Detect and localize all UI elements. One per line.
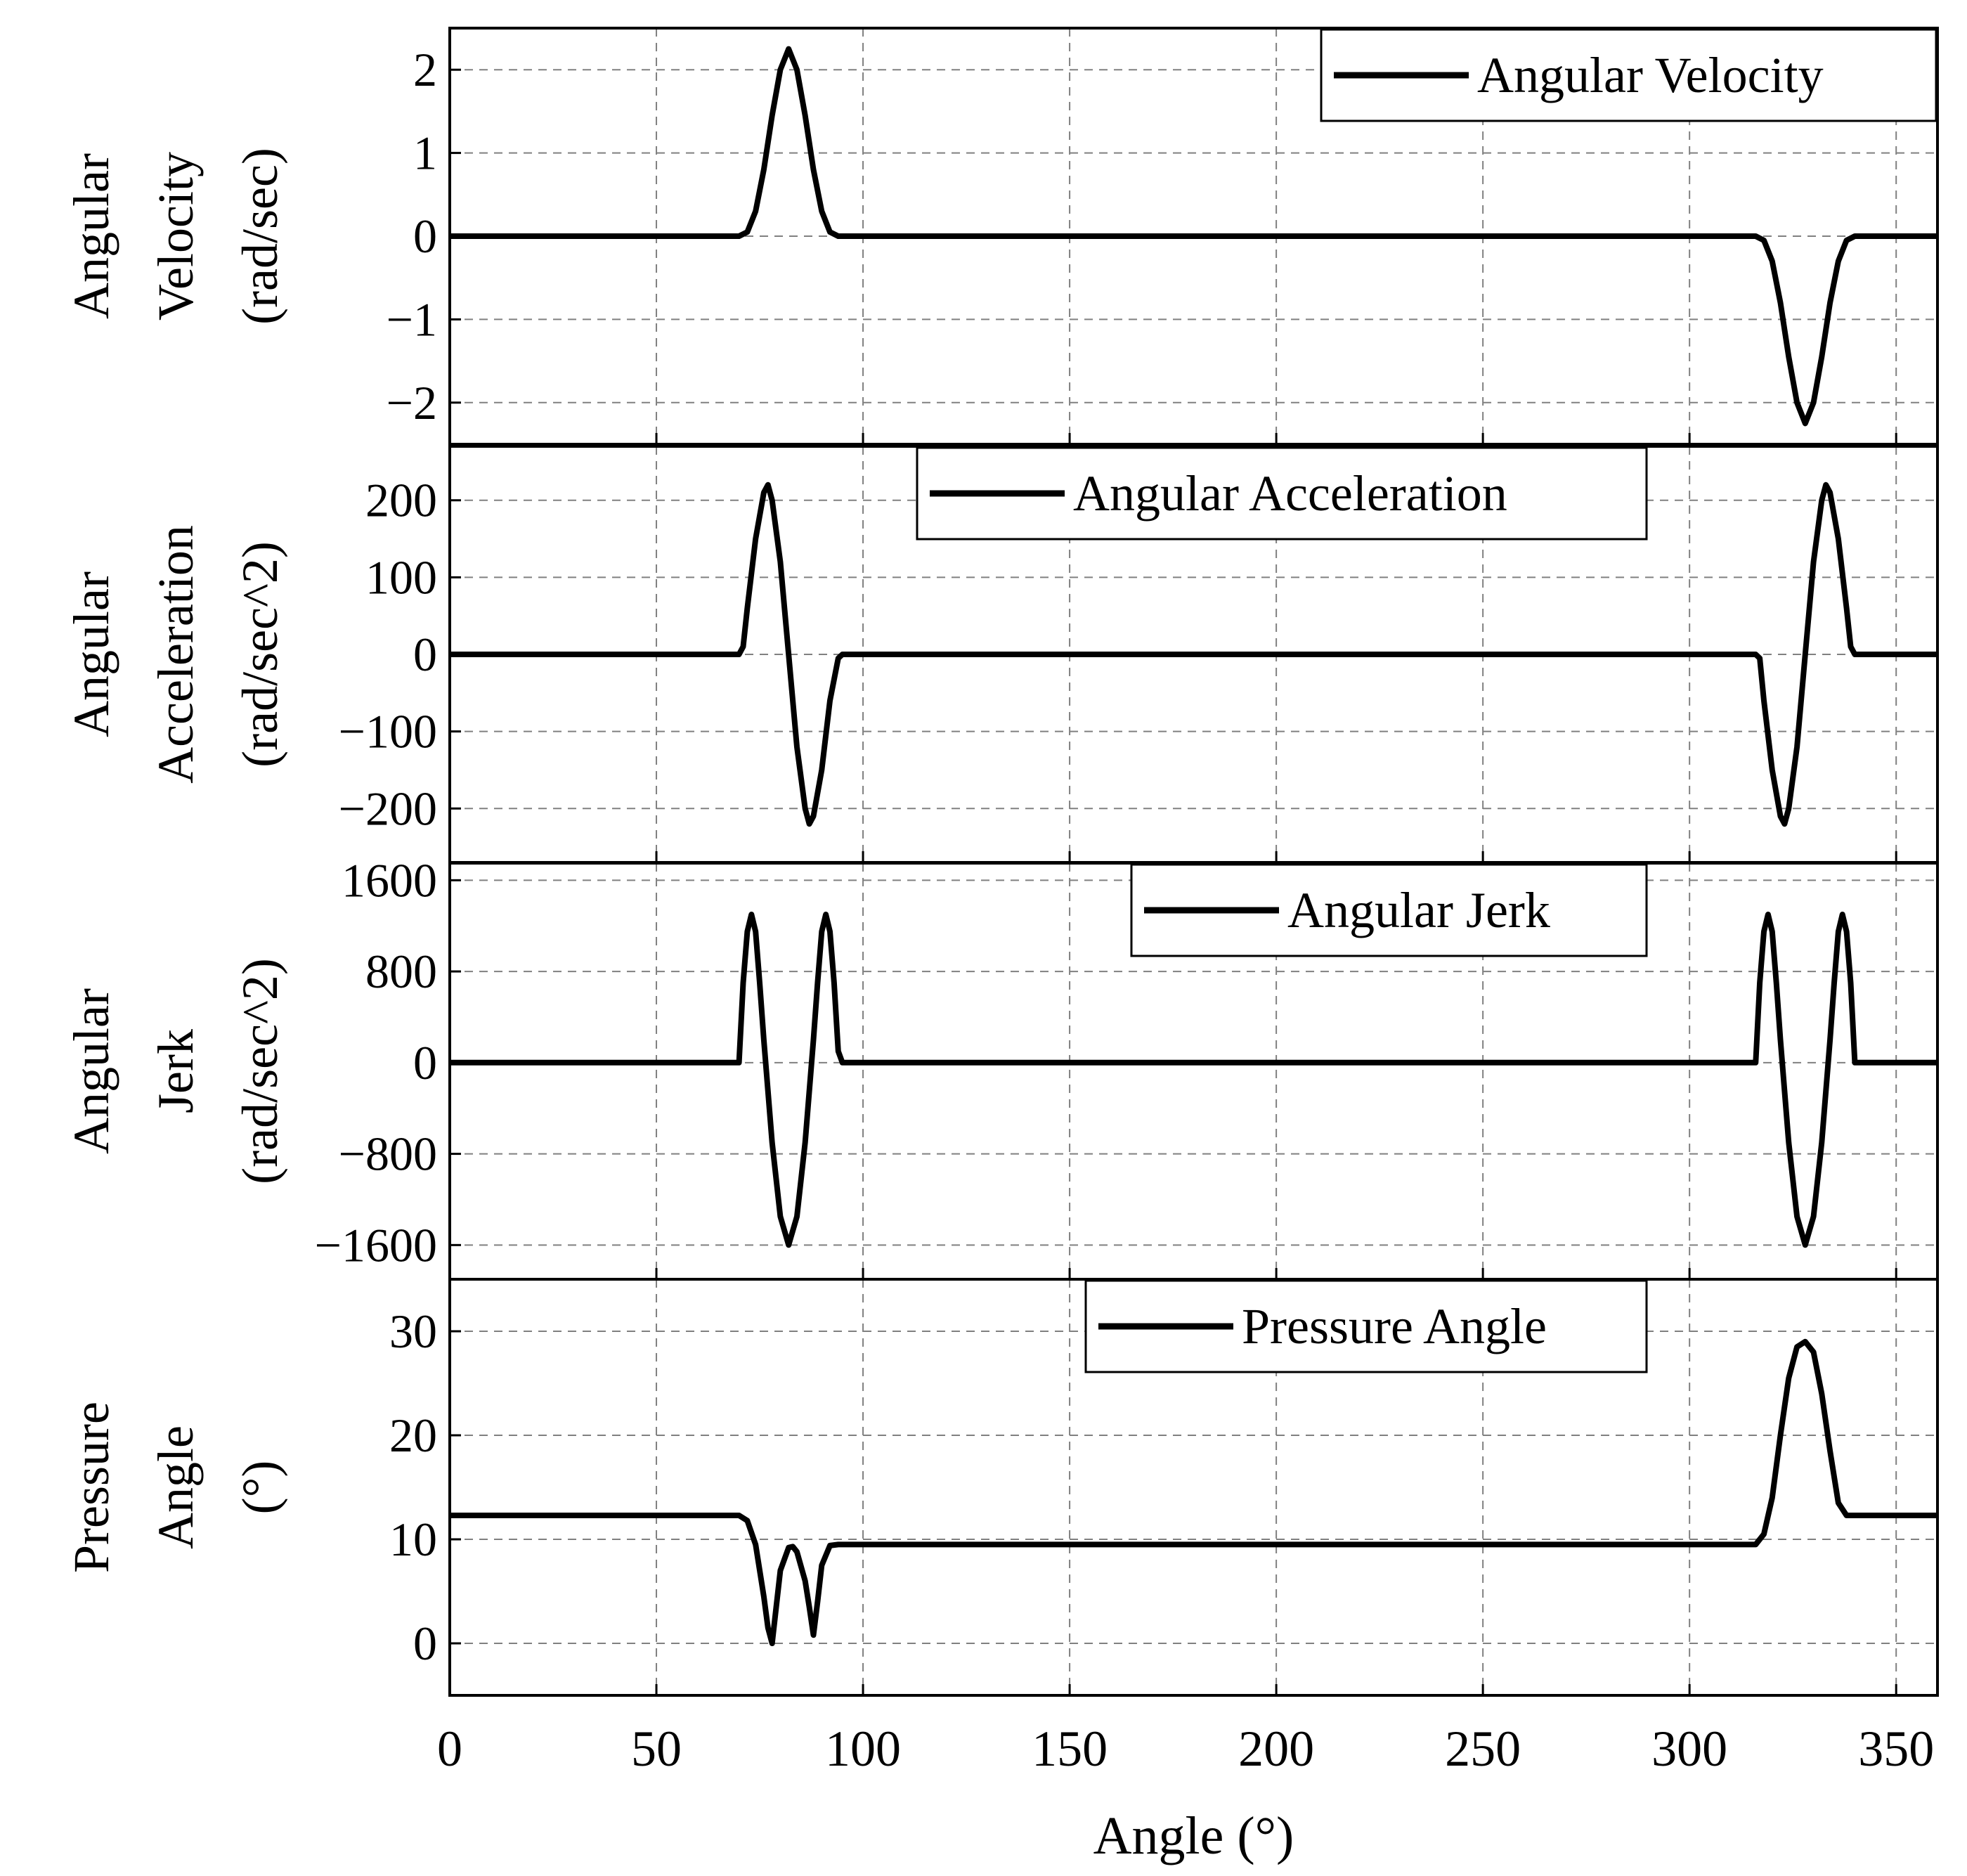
panel-frame [448, 27, 1939, 446]
panel-angular-velocity: −2 −1 0 1 2 Angular Velocity Angular Velocity (r… [63, 27, 1939, 446]
x-axis: 0 50 100 150 200 250 300 350 Angle (°) [437, 1721, 1934, 1865]
panel-angular-acceleration: −200 −100 0 100 200 Angular Acceleration Angul… [63, 445, 1939, 864]
x-tick-label: 50 [631, 1721, 682, 1777]
legend-label: Angular Jerk [1287, 882, 1550, 938]
y-axis-label: (rad/sec^2) [232, 958, 288, 1184]
legend-angular-acceleration: Angular Acceleration [916, 446, 1648, 541]
x-tick-label: 350 [1858, 1721, 1934, 1777]
y-tick-label: 100 [365, 550, 437, 604]
y-tick-label: 1600 [342, 853, 437, 907]
y-tick-label: 200 [365, 474, 437, 527]
y-tick-label: 0 [413, 209, 437, 263]
y-axis-label: Pressure [63, 1402, 119, 1573]
y-axis-label: Acceleration [148, 525, 204, 784]
series-line-angular-jerk [450, 912, 1937, 1248]
y-axis-label: Velocity [148, 152, 204, 321]
y-axis-label: Angular [63, 153, 119, 319]
panel-frame [448, 1278, 1939, 1697]
y-axis-label: (rad/sec) [232, 148, 288, 325]
x-tick-label: 150 [1032, 1721, 1108, 1777]
panel-angular-jerk: −1600 −800 0 800 1600 Angular Jerk Angular Jerk… [63, 853, 1939, 1281]
y-tick-label: 2 [413, 43, 437, 96]
y-tick-label: 0 [413, 1617, 437, 1670]
y-axis-label: Angular [63, 571, 119, 737]
y-tick-label: −1600 [315, 1218, 437, 1272]
y-tick-label: 10 [389, 1513, 437, 1566]
y-axis-label: Angle [148, 1425, 204, 1549]
legend-angular-velocity: Angular Velocity [1320, 28, 1937, 122]
x-axis-label: Angle (°) [1093, 1806, 1294, 1865]
y-tick-label: −200 [339, 782, 437, 835]
y-tick-label: −800 [339, 1127, 437, 1181]
x-tick-label: 200 [1238, 1721, 1314, 1777]
y-tick-label: −1 [387, 292, 437, 346]
y-axis-label: Jerk [148, 1029, 204, 1113]
y-tick-label: 1 [413, 127, 437, 180]
legend-label: Pressure Angle [1242, 1298, 1547, 1354]
y-tick-label: 30 [389, 1305, 437, 1358]
y-axis-label: (rad/sec^2) [232, 541, 288, 768]
y-tick-label: −2 [387, 376, 437, 429]
legend-angular-jerk: Angular Jerk [1130, 863, 1648, 957]
legend-box [1130, 863, 1648, 957]
x-tick-label: 300 [1651, 1721, 1727, 1777]
y-axis-label: (°) [232, 1461, 288, 1515]
y-tick-label: 0 [413, 1036, 437, 1089]
x-tick-label: 0 [437, 1721, 462, 1777]
legend-label: Angular Velocity [1477, 47, 1824, 103]
y-tick-label: −100 [339, 705, 437, 758]
legend-label: Angular Acceleration [1073, 465, 1507, 522]
series-line-pressure-angle [450, 1338, 1937, 1646]
series-line-angular-acceleration [450, 481, 1937, 827]
y-axis-label: Angular [63, 988, 119, 1154]
y-tick-label: 20 [389, 1409, 437, 1462]
x-tick-label: 250 [1445, 1721, 1521, 1777]
series-line-angular-velocity [450, 46, 1937, 427]
legend-pressure-angle: Pressure Angle [1084, 1279, 1648, 1373]
y-tick-label: 0 [413, 628, 437, 681]
x-tick-label: 100 [825, 1721, 901, 1777]
panel-pressure-angle: 0 10 20 30 Pressure Angle Pressure Angle (°) [63, 1278, 1939, 1697]
y-tick-label: 800 [365, 945, 437, 998]
